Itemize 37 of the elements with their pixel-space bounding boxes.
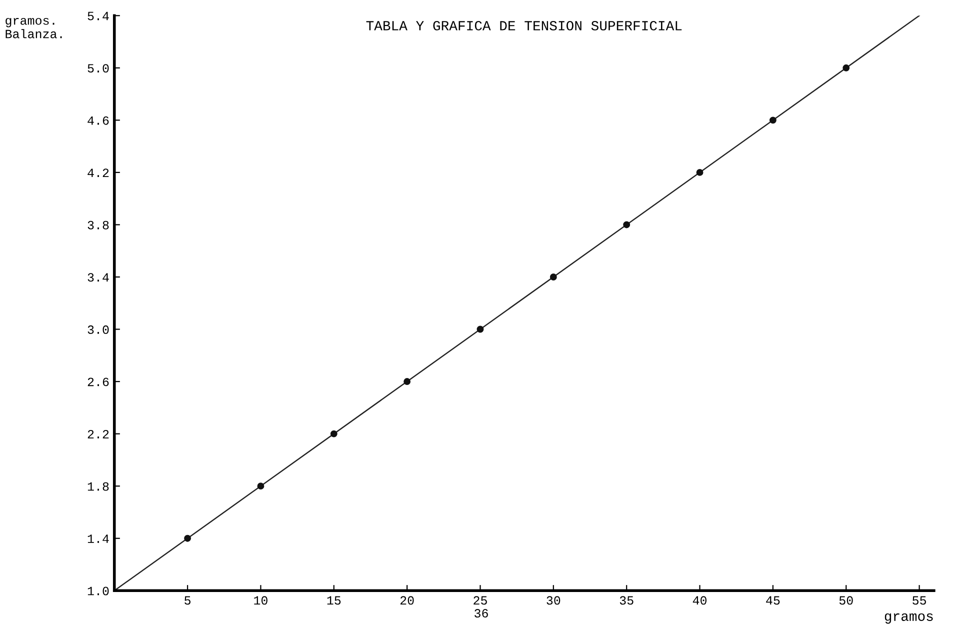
x-tick-label: 30 [546,596,560,605]
point [550,274,557,280]
y-tick-label: 3.4 [88,273,109,282]
x-tick-label: 20 [400,596,414,605]
x-tick-label: 40 [692,596,707,605]
y-tick-label: 3.0 [88,325,109,334]
x-tick-label: 35 [620,596,634,605]
y-tick-label: 5.0 [88,64,109,73]
point [330,430,338,438]
y-tick-label: 1.0 [88,586,109,596]
point [696,168,704,176]
x-tick-label: 55 [912,596,926,605]
y-tick-label: 4.6 [88,116,109,125]
y-tick-label: 4.2 [88,168,109,177]
text: 36 [474,609,488,618]
x-axis-title: gramos [884,613,933,624]
point [184,534,192,542]
point [476,326,484,333]
y-tick-label: 1.4 [88,534,109,543]
point [769,116,776,124]
y-tick-label: 2.2 [88,430,109,438]
y-tick-label: 1.8 [88,482,109,491]
y-axis-title: gramos. Balanza. [6,18,62,38]
x-tick-label: 50 [839,596,853,605]
point [842,64,850,72]
point [404,378,411,386]
y-tick-label: 5.4 [88,12,109,20]
x-tick-label: 10 [254,596,268,605]
point [623,221,630,228]
x-tick-label: 45 [766,596,780,605]
chart-title: TABLA Y GRAFICA DE TENSION SUPERFICIAL [366,21,682,30]
y-tick-label: 2.6 [88,378,109,386]
x-tick-label: 5 [184,596,190,605]
point [257,482,264,490]
x-tick-label: 15 [327,596,341,605]
x-tick-label: 25 [474,596,487,605]
y-tick-label: 3.8 [88,220,109,230]
